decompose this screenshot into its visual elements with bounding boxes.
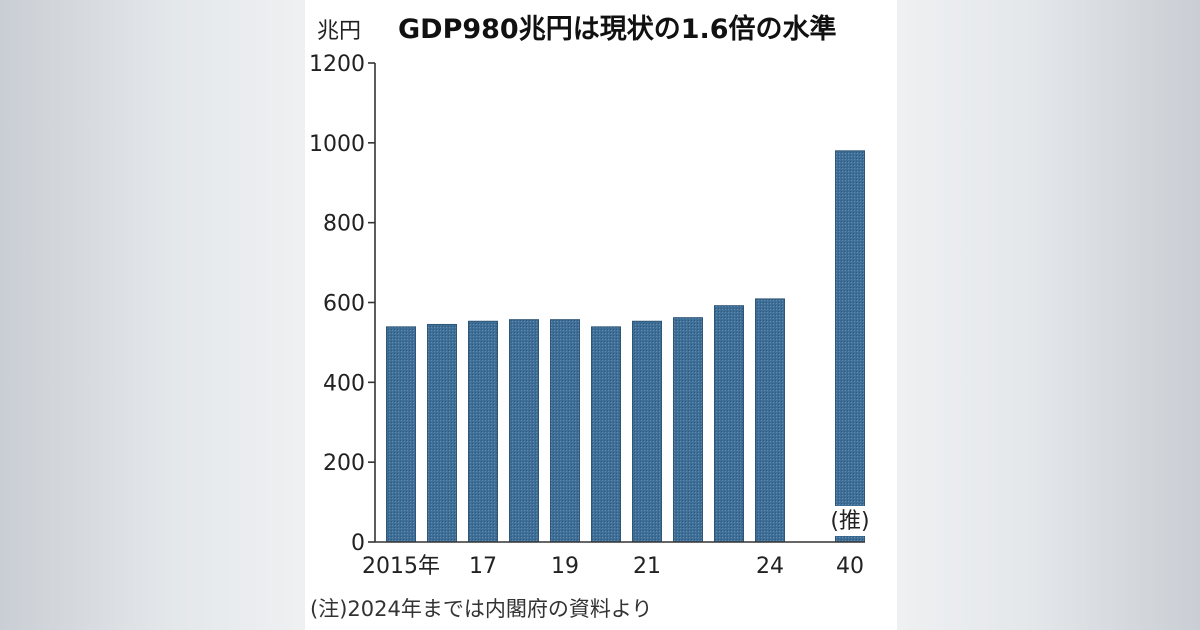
x-tick-label: 24 xyxy=(756,554,784,579)
chart-card: 兆円 GDP980兆円は現状の1.6倍の水準 0 200 400 600 800 1000… xyxy=(305,0,897,630)
bar-2021 xyxy=(632,320,662,543)
x-tick-label: 2015年 xyxy=(362,554,440,579)
bar-2023 xyxy=(714,305,744,543)
bars xyxy=(386,150,865,543)
bar-2019 xyxy=(550,319,580,543)
y-axis-ticks: 0 200 400 600 800 1000 1200 xyxy=(309,52,375,556)
bar-annotations: (推) xyxy=(822,506,878,536)
y-tick-label: 400 xyxy=(323,371,365,396)
estimate-annotation: (推) xyxy=(830,509,869,534)
bar-2017 xyxy=(468,320,498,543)
bar-2040 xyxy=(835,150,865,543)
x-tick-label: 40 xyxy=(836,554,864,579)
x-tick-label: 19 xyxy=(551,554,579,579)
chart-title: GDP980兆円は現状の1.6倍の水準 xyxy=(398,13,837,45)
y-tick-label: 1000 xyxy=(309,132,365,157)
x-axis-labels: 2015年 17 19 21 24 40 xyxy=(362,554,864,579)
bar-2015 xyxy=(386,326,416,543)
annotation-background xyxy=(822,506,878,536)
bar-2024 xyxy=(755,298,785,543)
bar-2020 xyxy=(591,326,621,543)
y-tick-label: 600 xyxy=(323,292,365,317)
y-tick-label: 200 xyxy=(323,451,365,476)
y-tick-label: 800 xyxy=(323,212,365,237)
y-unit-label: 兆円 xyxy=(317,19,361,44)
bar-2018 xyxy=(509,319,539,543)
x-tick-label: 21 xyxy=(633,554,661,579)
bar-2022 xyxy=(673,317,703,543)
x-tick-label: 17 xyxy=(469,554,497,579)
bar-2016 xyxy=(427,323,457,543)
bar-chart: 兆円 GDP980兆円は現状の1.6倍の水準 0 200 400 600 800 1000… xyxy=(309,13,878,621)
source-note: (注)2024年までは内閣府の資料より xyxy=(310,597,652,621)
y-tick-label: 0 xyxy=(351,531,365,556)
y-tick-label: 1200 xyxy=(309,52,365,77)
